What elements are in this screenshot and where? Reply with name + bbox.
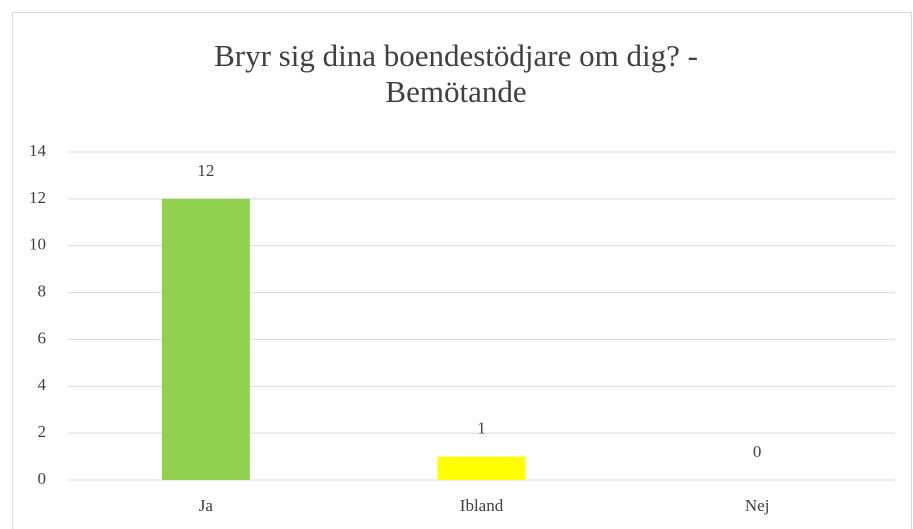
y-tick-label: 14 [29,141,47,160]
y-tick-label: 0 [38,469,47,488]
y-tick-label: 2 [38,422,47,441]
x-tick-label: Ibland [460,496,504,515]
y-tick-label: 10 [29,235,46,254]
data-label: 1 [477,418,486,437]
y-tick-label: 12 [29,188,46,207]
data-label: 12 [197,161,214,180]
chart-title: Bryr sig dina boendestödjare om dig? - B… [214,38,698,109]
y-tick-label: 6 [38,328,47,347]
x-tick-label: Ja [199,496,214,515]
y-tick-label: 8 [38,281,47,300]
data-label: 0 [753,442,762,461]
y-tick-label: 4 [38,375,47,394]
bar [437,456,526,480]
bar [161,198,250,480]
x-tick-label: Nej [745,496,770,515]
